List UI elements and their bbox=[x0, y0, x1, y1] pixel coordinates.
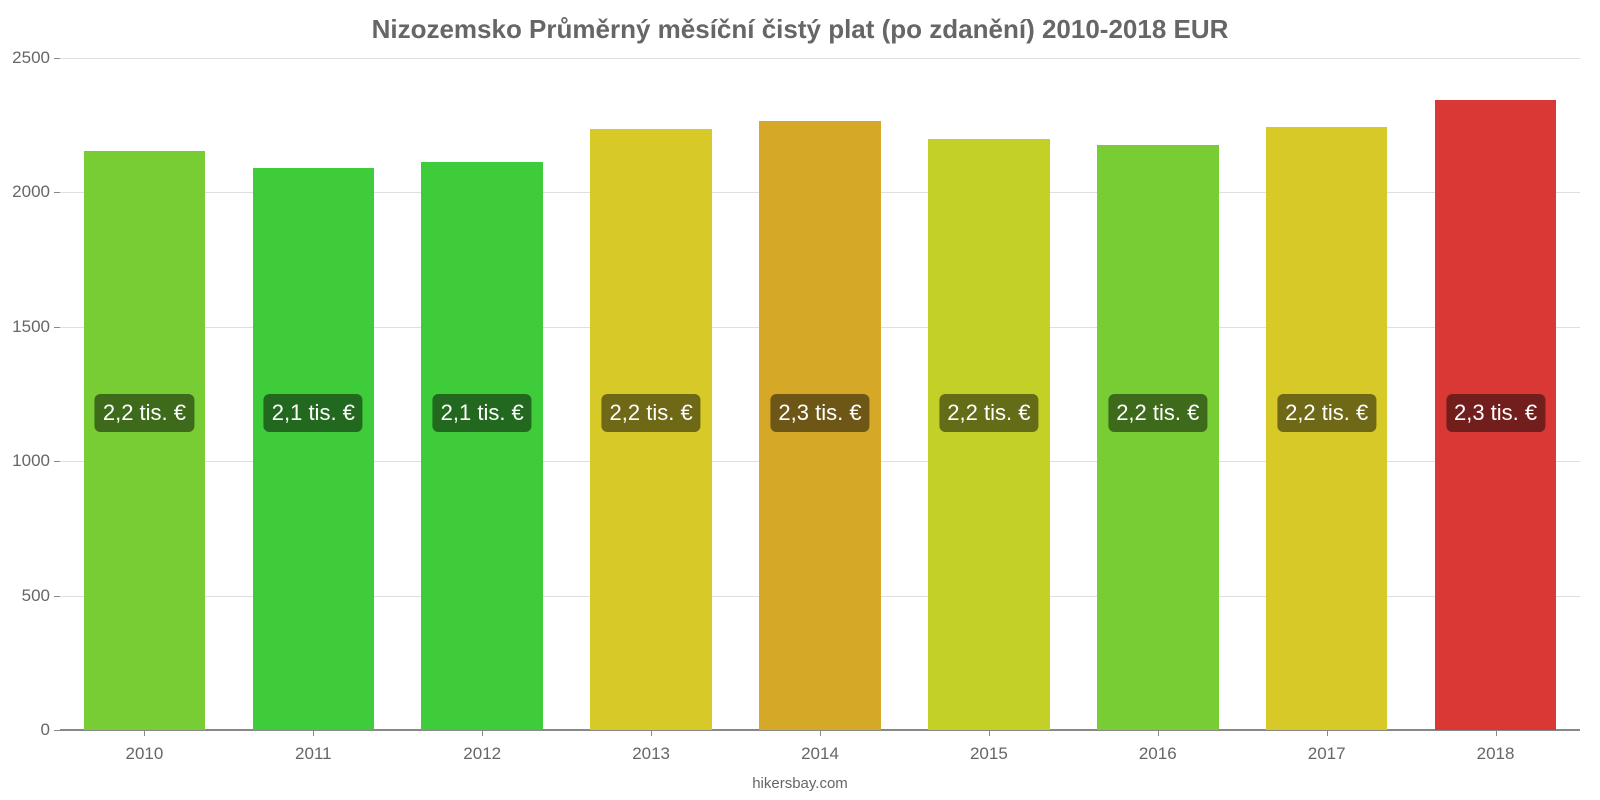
xtick-label: 2010 bbox=[126, 730, 164, 764]
xtick-label: 2011 bbox=[295, 730, 332, 764]
bar-value-label: 2,3 tis. € bbox=[770, 394, 869, 432]
ytick-label: 0 bbox=[41, 720, 60, 740]
salary-bar-chart: Nizozemsko Průměrný měsíční čistý plat (… bbox=[0, 0, 1600, 800]
xtick-label: 2017 bbox=[1308, 730, 1346, 764]
bar bbox=[928, 139, 1050, 730]
ytick-label: 1500 bbox=[12, 317, 60, 337]
xtick-label: 2013 bbox=[632, 730, 670, 764]
bar-value-label: 2,3 tis. € bbox=[1446, 394, 1545, 432]
ytick-label: 1000 bbox=[12, 451, 60, 471]
bar-value-label: 2,1 tis. € bbox=[264, 394, 363, 432]
xtick-label: 2018 bbox=[1477, 730, 1515, 764]
bar-value-label: 2,2 tis. € bbox=[1108, 394, 1207, 432]
bar-value-label: 2,2 tis. € bbox=[1277, 394, 1376, 432]
chart-title: Nizozemsko Průměrný měsíční čistý plat (… bbox=[0, 0, 1600, 45]
bar bbox=[421, 162, 543, 731]
xtick-label: 2015 bbox=[970, 730, 1008, 764]
bar bbox=[84, 151, 206, 730]
bar-value-label: 2,2 tis. € bbox=[939, 394, 1038, 432]
ytick-label: 2000 bbox=[12, 182, 60, 202]
ytick-label: 2500 bbox=[12, 48, 60, 68]
bar bbox=[253, 168, 375, 730]
ytick-label: 500 bbox=[22, 586, 60, 606]
bar-value-label: 2,1 tis. € bbox=[433, 394, 532, 432]
xtick-label: 2014 bbox=[801, 730, 839, 764]
xtick-label: 2016 bbox=[1139, 730, 1177, 764]
gridline bbox=[60, 58, 1580, 59]
attribution: hikersbay.com bbox=[752, 775, 848, 792]
xtick-label: 2012 bbox=[463, 730, 501, 764]
plot-area: 0500100015002000250020102,2 tis. €20112,… bbox=[60, 58, 1580, 730]
bar bbox=[1097, 145, 1219, 730]
bar-value-label: 2,2 tis. € bbox=[602, 394, 701, 432]
bar-value-label: 2,2 tis. € bbox=[95, 394, 194, 432]
